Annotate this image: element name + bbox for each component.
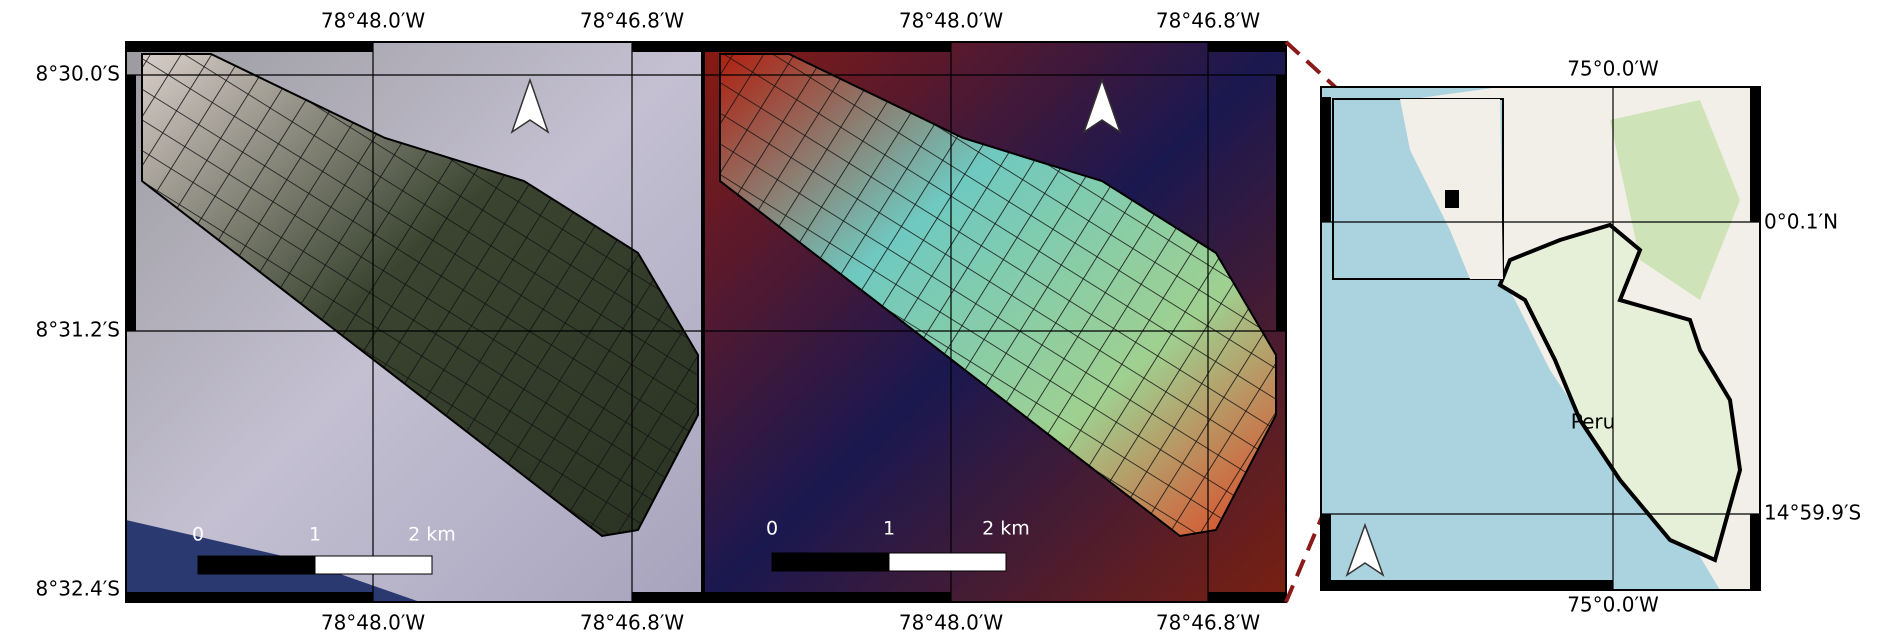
scale-label: 2 km xyxy=(982,518,1030,540)
lat-label: 8°31.2′S xyxy=(36,318,121,342)
lon-label: 75°0.0′W xyxy=(1567,593,1659,617)
panel-optical xyxy=(125,41,703,603)
country-label: Peru xyxy=(1571,410,1616,434)
lon-label: 78°48.0′W xyxy=(321,611,426,635)
lon-label: 78°48.0′W xyxy=(321,9,426,33)
lon-label: 78°46.8′W xyxy=(580,9,685,33)
lon-label: 78°46.8′W xyxy=(1156,611,1261,635)
lat-label: 8°30.0′S xyxy=(36,62,121,86)
lat-label: 0°0.1′N xyxy=(1764,210,1838,234)
scale-label: 2 km xyxy=(408,524,456,546)
lon-label: 78°46.8′W xyxy=(1156,9,1261,33)
scale-label: 1 xyxy=(883,518,895,540)
lon-label: 75°0.0′W xyxy=(1567,57,1659,81)
lon-label: 78°46.8′W xyxy=(580,611,685,635)
scale-label: 1 xyxy=(309,524,321,546)
lat-label: 14°59.9′S xyxy=(1764,501,1861,525)
frame-ticks xyxy=(126,42,1286,602)
panel-locator xyxy=(1320,86,1761,591)
lat-label: 8°32.4′S xyxy=(36,577,121,601)
lon-label: 78°48.0′W xyxy=(899,9,1004,33)
panel-index xyxy=(703,41,1287,603)
scale-label: 0 xyxy=(766,518,778,540)
lon-label: 78°48.0′W xyxy=(899,611,1004,635)
scale-label: 0 xyxy=(192,524,204,546)
